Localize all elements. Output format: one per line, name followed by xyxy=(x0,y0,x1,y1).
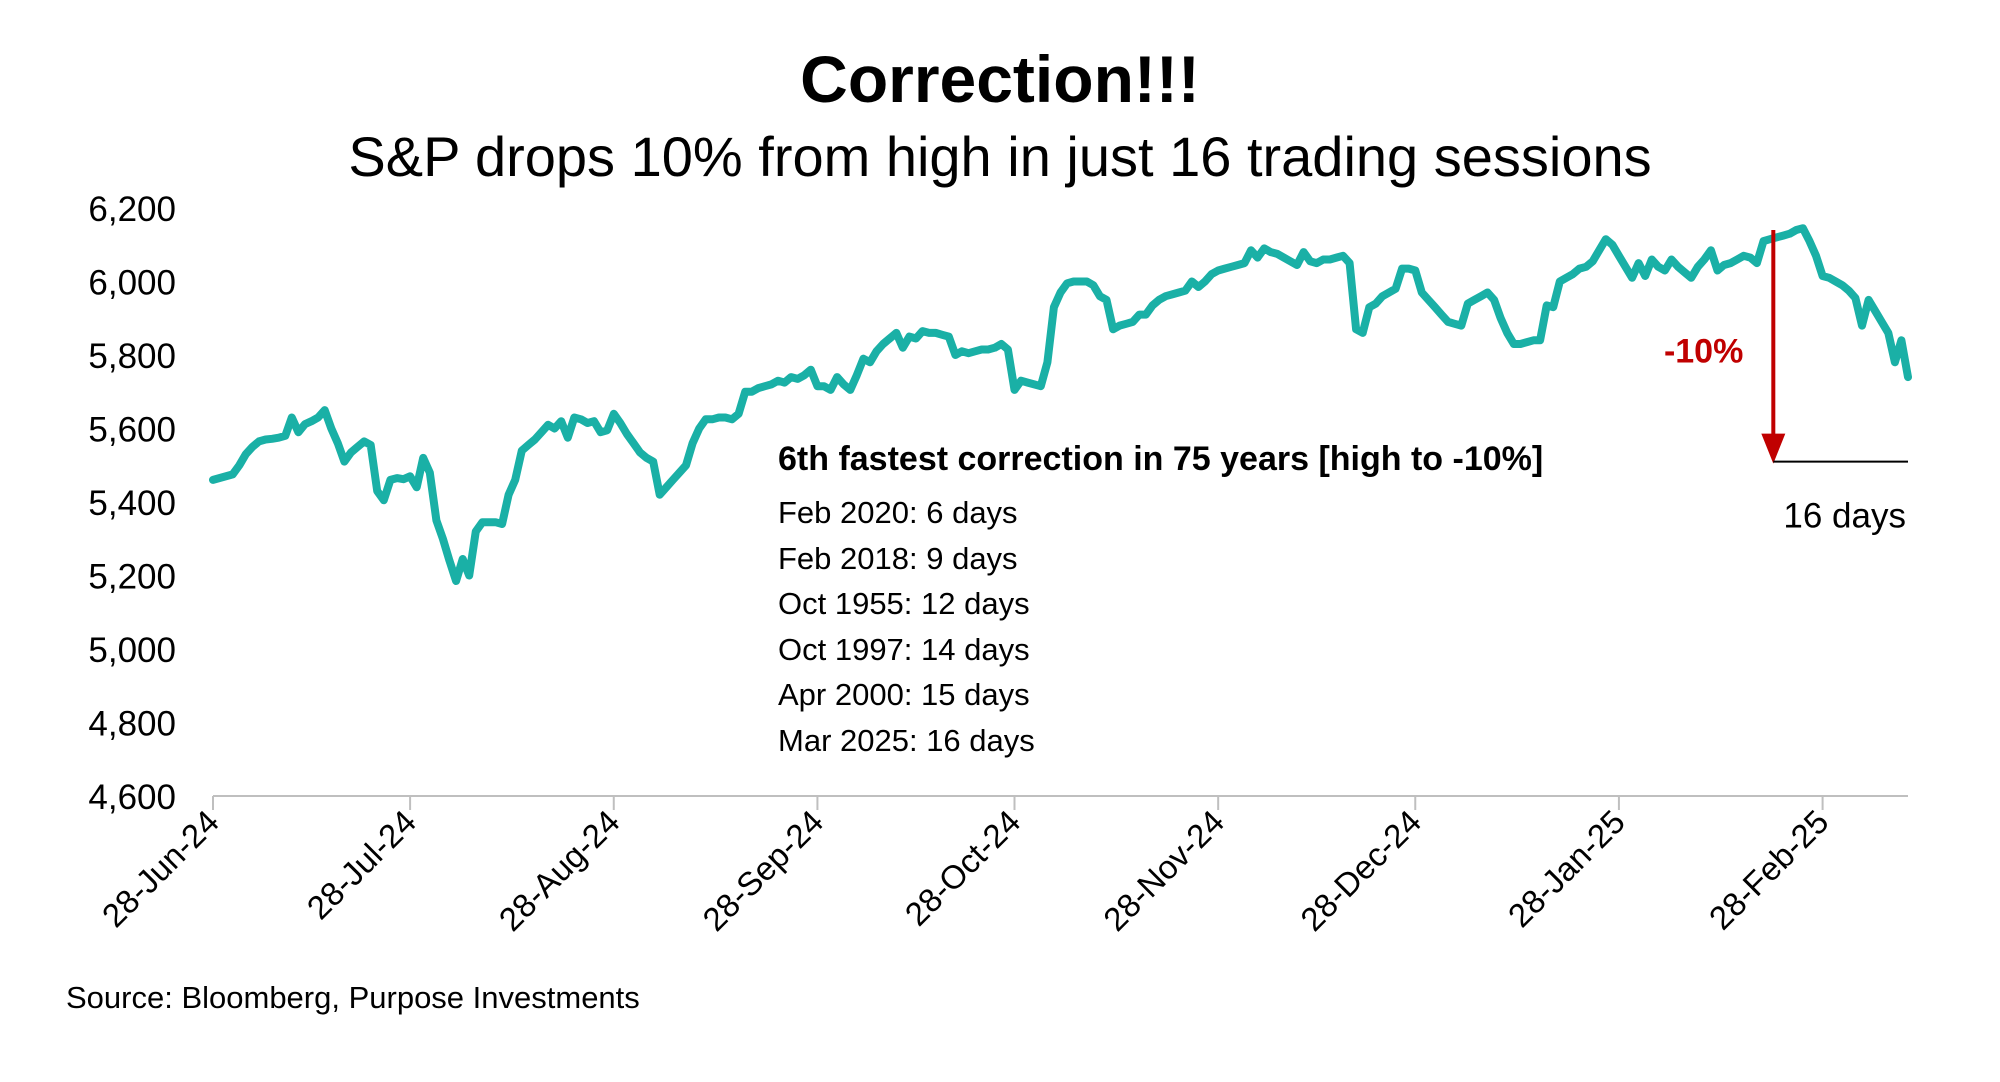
source-note: Source: Bloomberg, Purpose Investments xyxy=(66,980,640,1015)
y-tick-label: 6,200 xyxy=(88,190,176,229)
y-tick-label: 5,200 xyxy=(88,558,176,597)
correction-item: Oct 1997: 14 days xyxy=(778,631,1030,667)
drop-arrow-head xyxy=(1761,433,1786,464)
sp500-line xyxy=(209,224,1912,585)
x-tick-label: 28-Oct-24 xyxy=(898,803,1028,933)
y-tick-label: 6,000 xyxy=(88,264,176,303)
fastest-corrections-heading: 6th fastest correction in 75 years [high… xyxy=(778,440,1544,478)
x-tick-label: 28-Aug-24 xyxy=(492,803,627,938)
x-tick-label: 28-Jan-25 xyxy=(1501,803,1632,934)
y-tick-label: 5,000 xyxy=(88,631,176,670)
correction-item: Apr 2000: 15 days xyxy=(778,677,1030,712)
y-tick-label: 5,800 xyxy=(88,337,176,376)
correction-item: Feb 2020: 6 days xyxy=(778,495,1018,530)
duration-label: 16 days xyxy=(1783,497,1906,536)
y-tick-label: 5,600 xyxy=(88,411,176,450)
y-tick-label: 4,600 xyxy=(88,778,176,817)
x-tick-label: 28-Feb-25 xyxy=(1702,803,1836,937)
correction-item: Oct 1955: 12 days xyxy=(778,586,1030,621)
chart-subtitle: S&P drops 10% from high in just 16 tradi… xyxy=(348,125,1652,188)
x-tick-label: 28-Dec-24 xyxy=(1293,803,1428,938)
correction-item: Mar 2025: 16 days xyxy=(778,722,1035,758)
y-tick-label: 4,800 xyxy=(88,705,176,744)
drop-label: -10% xyxy=(1664,332,1743,370)
chart-title: Correction!!! xyxy=(800,42,1200,116)
y-tick-label: 5,400 xyxy=(88,484,176,523)
x-tick-label: 28-Jul-24 xyxy=(300,803,423,926)
x-tick-label: 28-Sep-24 xyxy=(695,803,830,938)
fastest-corrections-box: 6th fastest correction in 75 years [high… xyxy=(778,436,1543,763)
correction-item: Feb 2018: 9 days xyxy=(778,540,1018,576)
x-tick-label: 28-Jun-24 xyxy=(95,803,226,934)
x-tick-label: 28-Nov-24 xyxy=(1096,803,1231,938)
